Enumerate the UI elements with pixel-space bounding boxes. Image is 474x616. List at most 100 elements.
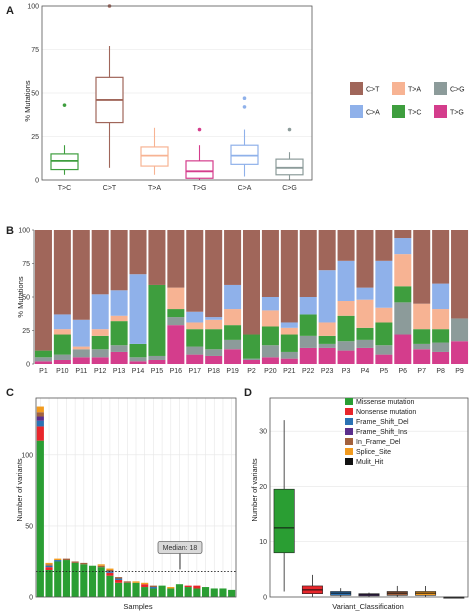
panel-c-bar-segment — [123, 581, 131, 583]
panel-c-bar-segment — [71, 562, 79, 597]
panel-b-bar-segment — [91, 230, 109, 295]
panel-b-bar-segment — [242, 359, 261, 364]
panel-a-ytick: 100 — [27, 4, 39, 11]
panel-b-bar-segment — [451, 230, 469, 319]
panel-d-legend-swatch — [345, 438, 353, 445]
panel-a-legend-swatch — [350, 105, 363, 118]
panel-c-bar-segment — [106, 571, 114, 573]
panel-b-bar-segment — [432, 309, 450, 330]
panel-a-legend-swatch — [392, 82, 405, 95]
panel-c-bar-segment — [167, 588, 175, 597]
panel-a-xtick: T>A — [148, 185, 161, 192]
panel-b-bar-segment — [299, 230, 317, 297]
panel-c-bar-segment — [71, 561, 79, 563]
panel-b-xtick: P5 — [380, 368, 389, 375]
panel-c-bar-segment — [36, 426, 44, 441]
panel-b-bar-segment — [129, 361, 147, 364]
panel-a-box — [185, 160, 214, 179]
panel-letter-c: C — [6, 387, 14, 399]
panel-b-ytick: 75 — [22, 261, 30, 268]
panel-c-bar-segment — [210, 588, 218, 597]
panel-b-bar-segment — [356, 287, 374, 300]
panel-a-legend-label: C>A — [366, 110, 380, 117]
panel-b-bar-segment — [337, 230, 355, 261]
panel-b-ytick: 25 — [22, 328, 30, 335]
panel-b-bar-segment — [53, 329, 71, 335]
panel-b-bar-segment — [167, 317, 185, 326]
panel-b-bar-segment — [337, 315, 355, 342]
panel-b-bar-segment — [280, 351, 298, 359]
panel-d-legend-swatch — [345, 418, 353, 425]
panel-a-outlier — [197, 127, 202, 132]
panel-d-legend-swatch — [345, 458, 353, 465]
panel-d-frame — [269, 397, 469, 598]
panel-d-legend-label: In_Frame_Del — [356, 439, 401, 446]
panel-c-bar-segment — [36, 412, 44, 417]
panel-b-bar-segment — [413, 343, 431, 350]
panel-b-bar-segment — [375, 307, 393, 323]
panel-b-xtick: P4 — [361, 368, 370, 375]
panel-c-variants-per-sample: Number of variants Samples 0 50 100 Median:… — [15, 397, 237, 611]
panel-c-bar-segment — [132, 582, 140, 597]
panel-b-bar-segment — [186, 354, 204, 364]
panel-b-bar-segment — [72, 319, 90, 347]
panel-b-bar-segment — [110, 315, 128, 322]
panel-b-bar-segment — [53, 334, 71, 355]
panel-c-bar-segment — [158, 585, 166, 597]
panel-c-bar-segment — [115, 578, 123, 580]
panel-c-annotation-text: Median: 18 — [163, 545, 198, 552]
panel-c-bar-segment — [62, 558, 70, 561]
panel-b-xtick: P1 — [39, 368, 48, 375]
panel-d-legend-swatch — [345, 428, 353, 435]
panel-c-frame — [35, 397, 237, 598]
panel-b-bar-segment — [318, 270, 336, 323]
panel-d-legend-swatch — [345, 408, 353, 415]
panel-d-xlabel: Variant_Classification — [332, 602, 404, 611]
panel-a-legend-label: T>C — [408, 110, 421, 117]
panel-c-bar-segment — [219, 588, 227, 597]
panel-c-bar-segment — [106, 568, 114, 570]
panel-b-bar-segment — [394, 302, 412, 335]
panel-b-ylabel: % Mutations — [16, 276, 25, 318]
panel-b-bar-segment — [394, 254, 412, 287]
panel-b-bar-segment — [110, 230, 128, 291]
panel-b-bar-segment — [205, 355, 223, 364]
panel-d-ytick: 10 — [259, 539, 267, 546]
panel-b-bar-segment — [186, 329, 204, 347]
panel-b-bar-segment — [261, 297, 279, 311]
panel-b-bar-segment — [110, 345, 128, 352]
panel-a-legend-swatch — [350, 82, 363, 95]
panel-b-bar-segment — [91, 349, 109, 358]
panel-c-bar-segment — [115, 577, 123, 579]
panel-b-bar-segment — [318, 322, 336, 336]
panel-b-xtick: P9 — [455, 368, 464, 375]
panel-a-outlier — [287, 127, 292, 132]
panel-b-bar-segment — [394, 230, 412, 239]
panel-d-ytick: 0 — [263, 595, 267, 602]
panel-b-bar-segment — [337, 301, 355, 316]
panel-letter-d: D — [244, 387, 252, 399]
panel-b-bar-segment — [261, 345, 279, 358]
panel-b-bar-segment — [280, 358, 298, 364]
panel-b-bar-segment — [148, 284, 166, 356]
panel-b-bar-segment — [167, 287, 185, 310]
panel-b-bar-segment — [432, 351, 450, 364]
panel-b-bar-segment — [451, 341, 469, 364]
panel-b-xtick: P14 — [132, 368, 145, 375]
panel-b-bar-segment — [205, 329, 223, 350]
panel-c-bar-segment — [132, 581, 140, 583]
panel-b-bar-segment — [205, 349, 223, 356]
panel-d-ylabel: Number of variants — [250, 458, 259, 522]
panel-b-bar-segment — [299, 335, 317, 348]
panel-c-ytick: 50 — [25, 523, 33, 530]
panel-b-bar-segment — [375, 354, 393, 364]
panel-b-bar-segment — [224, 230, 242, 285]
panel-c-bar-segment — [80, 562, 88, 565]
panel-a-xtick: T>G — [193, 185, 207, 192]
panel-c-bar-segment — [45, 567, 53, 570]
panel-b-bar-segment — [337, 260, 355, 302]
panel-letter-b: B — [6, 225, 14, 237]
panel-c-bar-segment — [149, 585, 157, 588]
panel-b-xtick: P20 — [264, 368, 277, 375]
panel-d-legend-label: Frame_Shift_Del — [356, 419, 409, 426]
